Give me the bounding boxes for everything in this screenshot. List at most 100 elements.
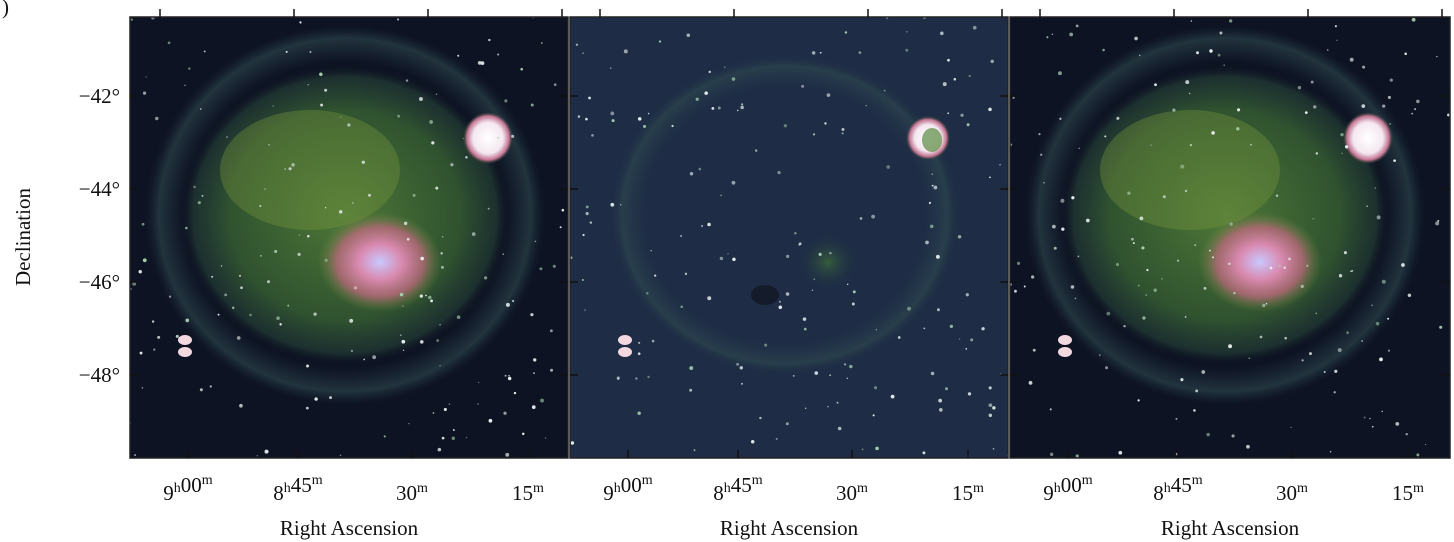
tick-number: 9 bbox=[1043, 481, 1054, 505]
star bbox=[1361, 340, 1363, 342]
star bbox=[643, 125, 646, 128]
star bbox=[428, 296, 431, 299]
star bbox=[400, 334, 402, 336]
star bbox=[363, 359, 365, 361]
star bbox=[503, 254, 504, 255]
star bbox=[784, 124, 787, 127]
star bbox=[397, 19, 399, 21]
star bbox=[1105, 366, 1108, 369]
star bbox=[1309, 352, 1312, 355]
star bbox=[404, 222, 407, 225]
star bbox=[993, 448, 995, 450]
star bbox=[1154, 289, 1157, 292]
star bbox=[1436, 56, 1437, 57]
image-panel bbox=[129, 16, 568, 458]
y-axis-label: Declination bbox=[11, 188, 35, 286]
star bbox=[1350, 270, 1352, 272]
bright-remnant bbox=[463, 112, 513, 164]
source-pair bbox=[618, 335, 632, 345]
star bbox=[1185, 80, 1189, 84]
star bbox=[1341, 153, 1343, 155]
x-tick-label: 9h00m bbox=[603, 473, 653, 505]
star bbox=[1209, 250, 1211, 252]
star bbox=[724, 66, 726, 68]
star bbox=[571, 441, 574, 444]
star bbox=[931, 372, 934, 375]
star bbox=[930, 225, 934, 229]
star bbox=[1031, 275, 1034, 278]
star bbox=[989, 403, 993, 407]
star bbox=[1330, 451, 1332, 453]
star bbox=[436, 93, 438, 95]
star bbox=[143, 92, 146, 95]
star bbox=[1301, 285, 1304, 288]
star bbox=[226, 136, 228, 138]
star bbox=[407, 238, 410, 241]
star bbox=[1266, 303, 1268, 305]
star bbox=[260, 255, 262, 257]
star bbox=[562, 209, 565, 212]
star bbox=[1389, 123, 1391, 125]
star bbox=[520, 68, 523, 71]
star bbox=[711, 107, 714, 110]
star bbox=[362, 161, 365, 164]
star bbox=[508, 375, 510, 377]
star bbox=[1250, 144, 1252, 146]
star bbox=[866, 105, 867, 106]
star bbox=[862, 449, 864, 451]
star bbox=[847, 378, 848, 379]
star bbox=[439, 365, 440, 366]
star bbox=[325, 207, 326, 208]
tick-number: 30 bbox=[1276, 481, 1297, 505]
star bbox=[737, 110, 738, 111]
tick-unit: m bbox=[312, 473, 323, 488]
star bbox=[654, 274, 656, 276]
star bbox=[481, 61, 485, 65]
tick-number: 9 bbox=[163, 481, 174, 505]
star bbox=[786, 422, 789, 425]
star bbox=[624, 49, 628, 53]
star bbox=[779, 301, 781, 303]
x-tick-label: 9h00m bbox=[1043, 473, 1093, 505]
star bbox=[966, 293, 969, 296]
star bbox=[1339, 274, 1342, 277]
star bbox=[439, 324, 440, 325]
star bbox=[329, 396, 332, 399]
star bbox=[875, 447, 879, 451]
star bbox=[531, 103, 534, 106]
star bbox=[442, 437, 445, 440]
star bbox=[680, 305, 683, 308]
star bbox=[1411, 113, 1413, 115]
star bbox=[267, 280, 270, 283]
star bbox=[1276, 195, 1278, 197]
star bbox=[425, 295, 427, 297]
star bbox=[1315, 313, 1317, 315]
star bbox=[1382, 280, 1386, 284]
star bbox=[740, 106, 743, 109]
star bbox=[1061, 227, 1064, 230]
star bbox=[1189, 93, 1191, 95]
star bbox=[504, 99, 507, 102]
star bbox=[339, 210, 342, 213]
star bbox=[1306, 265, 1308, 267]
star bbox=[829, 252, 832, 255]
star bbox=[200, 388, 203, 391]
star bbox=[586, 212, 589, 215]
star bbox=[472, 232, 476, 236]
star bbox=[413, 194, 416, 197]
tick-unit: m bbox=[533, 481, 544, 496]
y-tick-label: −46° bbox=[79, 270, 120, 294]
x-axis-label: Right Ascension bbox=[1161, 516, 1300, 540]
star bbox=[1046, 36, 1048, 38]
star bbox=[704, 91, 708, 95]
star bbox=[1366, 206, 1367, 207]
star bbox=[701, 225, 703, 227]
star bbox=[1338, 348, 1342, 352]
star bbox=[1412, 18, 1416, 22]
star bbox=[1193, 409, 1196, 412]
tick-unit: m bbox=[752, 473, 763, 488]
star bbox=[786, 255, 789, 258]
star bbox=[477, 403, 479, 405]
star bbox=[554, 83, 557, 86]
star bbox=[959, 338, 960, 339]
